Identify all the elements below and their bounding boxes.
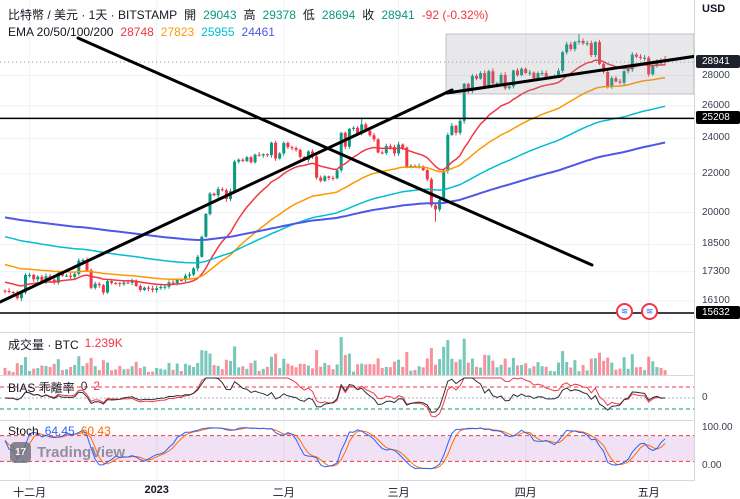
bias-value-1: 0: [80, 379, 88, 393]
sticker-icon-2[interactable]: ≋: [641, 303, 658, 320]
time-axis-month-label: 十二月: [13, 487, 47, 499]
price-tick: 22000: [702, 167, 730, 179]
pane-separator[interactable]: [0, 375, 740, 376]
ema200-value: 24461: [241, 25, 275, 39]
currency-label[interactable]: USD: [702, 3, 726, 15]
close-value: 28941: [381, 8, 415, 22]
open-value: 29043: [203, 8, 237, 22]
tradingview-logo-icon: 17: [10, 442, 31, 463]
symbol-legend[interactable]: 比特幣 / 美元 · 1天 · BITSTAMP 開 29043 高 29378 低…: [8, 6, 488, 23]
time-axis-month-label: 二月: [272, 487, 295, 499]
ema-legend[interactable]: EMA 20/50/100/200 28748 27823 25955 2446…: [8, 25, 275, 39]
ema100-value: 25955: [201, 25, 235, 39]
stoch-d-value: 60.43: [80, 424, 111, 438]
stoch-k-value: 64.45: [44, 424, 75, 438]
tradingview-logo-text: TradingView: [37, 444, 126, 461]
time-axis[interactable]: 十二月 2023 二月 三月 四月 五月: [0, 481, 740, 499]
bias-label: BIAS 乖離率: [8, 381, 75, 395]
bias-line-2: [4, 377, 666, 418]
sticker-icon-1[interactable]: ≋: [616, 303, 633, 320]
low-label: 低: [302, 8, 315, 22]
ema50-value: 27823: [160, 25, 195, 39]
main-price-pane[interactable]: [0, 0, 694, 332]
ema-100-line: [4, 105, 666, 264]
price-tick: 28000: [702, 69, 730, 81]
trendline[interactable]: [76, 36, 594, 267]
price-tick: 18500: [702, 238, 730, 250]
price-tick: 24000: [702, 132, 730, 144]
stoch-label: Stoch: [8, 424, 39, 438]
bias-value-2: 2: [93, 379, 101, 393]
symbol-title[interactable]: 比特幣 / 美元 · 1天 · BITSTAMP: [8, 8, 178, 22]
pane-separator: [0, 480, 740, 481]
time-axis-month-label: 五月: [637, 487, 660, 499]
open-label: 開: [184, 8, 197, 22]
stoch-axis-bottom: 0.00: [702, 460, 722, 471]
bias-pane[interactable]: [0, 376, 694, 420]
high-value: 29378: [262, 8, 296, 22]
bias-line-1: [4, 377, 666, 413]
ema-label: EMA 20/50/100/200: [8, 25, 114, 39]
volume-bars: [3, 337, 667, 375]
stoch-axis-top: 100.00: [702, 422, 733, 433]
price-line-badge: 15632: [696, 306, 740, 319]
time-axis-month-label: 三月: [387, 487, 410, 499]
close-label: 收: [362, 8, 375, 22]
highlight-box[interactable]: [445, 33, 694, 95]
ema-200-line: [4, 141, 666, 242]
price-tick: 20000: [702, 206, 730, 218]
ema-50-line: [4, 76, 666, 281]
trendline[interactable]: [0, 88, 454, 304]
time-axis-month-label: 2023: [144, 484, 169, 496]
ema-20-line: [4, 59, 666, 287]
volume-pane[interactable]: [0, 333, 694, 375]
bias-axis-zero: 0: [702, 392, 708, 403]
stoch-k-line: [4, 427, 666, 470]
price-axis[interactable]: USD 0 100.00 0.00 28000 26000 24000 22000 20…: [694, 0, 740, 481]
trendline[interactable]: [445, 54, 694, 95]
stoch-pane[interactable]: [0, 421, 694, 480]
change-value: -92 (-0.32%): [421, 8, 489, 22]
last-price-badge: 28941: [696, 55, 740, 69]
volume-value: 1.239K: [84, 336, 123, 350]
volume-label: 成交量 · BTC: [8, 338, 79, 352]
high-label: 高: [243, 8, 256, 22]
time-axis-month-label: 四月: [514, 487, 537, 499]
low-value: 28694: [321, 8, 356, 22]
price-line-badge: 25208: [696, 111, 740, 125]
stoch-legend[interactable]: Stoch 64.45 60.43: [8, 424, 111, 438]
ema20-value: 28748: [120, 25, 154, 39]
tradingview-logo[interactable]: 17 TradingView: [10, 442, 125, 463]
price-tick: 26000: [702, 99, 730, 111]
volume-legend[interactable]: 成交量 · BTC 1.239K: [8, 336, 123, 353]
pane-separator[interactable]: [0, 332, 740, 333]
bias-legend[interactable]: BIAS 乖離率 0 2: [8, 379, 100, 396]
pane-separator[interactable]: [0, 420, 740, 421]
stoch-d-line: [4, 427, 666, 470]
price-tick: 16100: [702, 294, 730, 306]
price-tick: 17300: [702, 265, 730, 277]
